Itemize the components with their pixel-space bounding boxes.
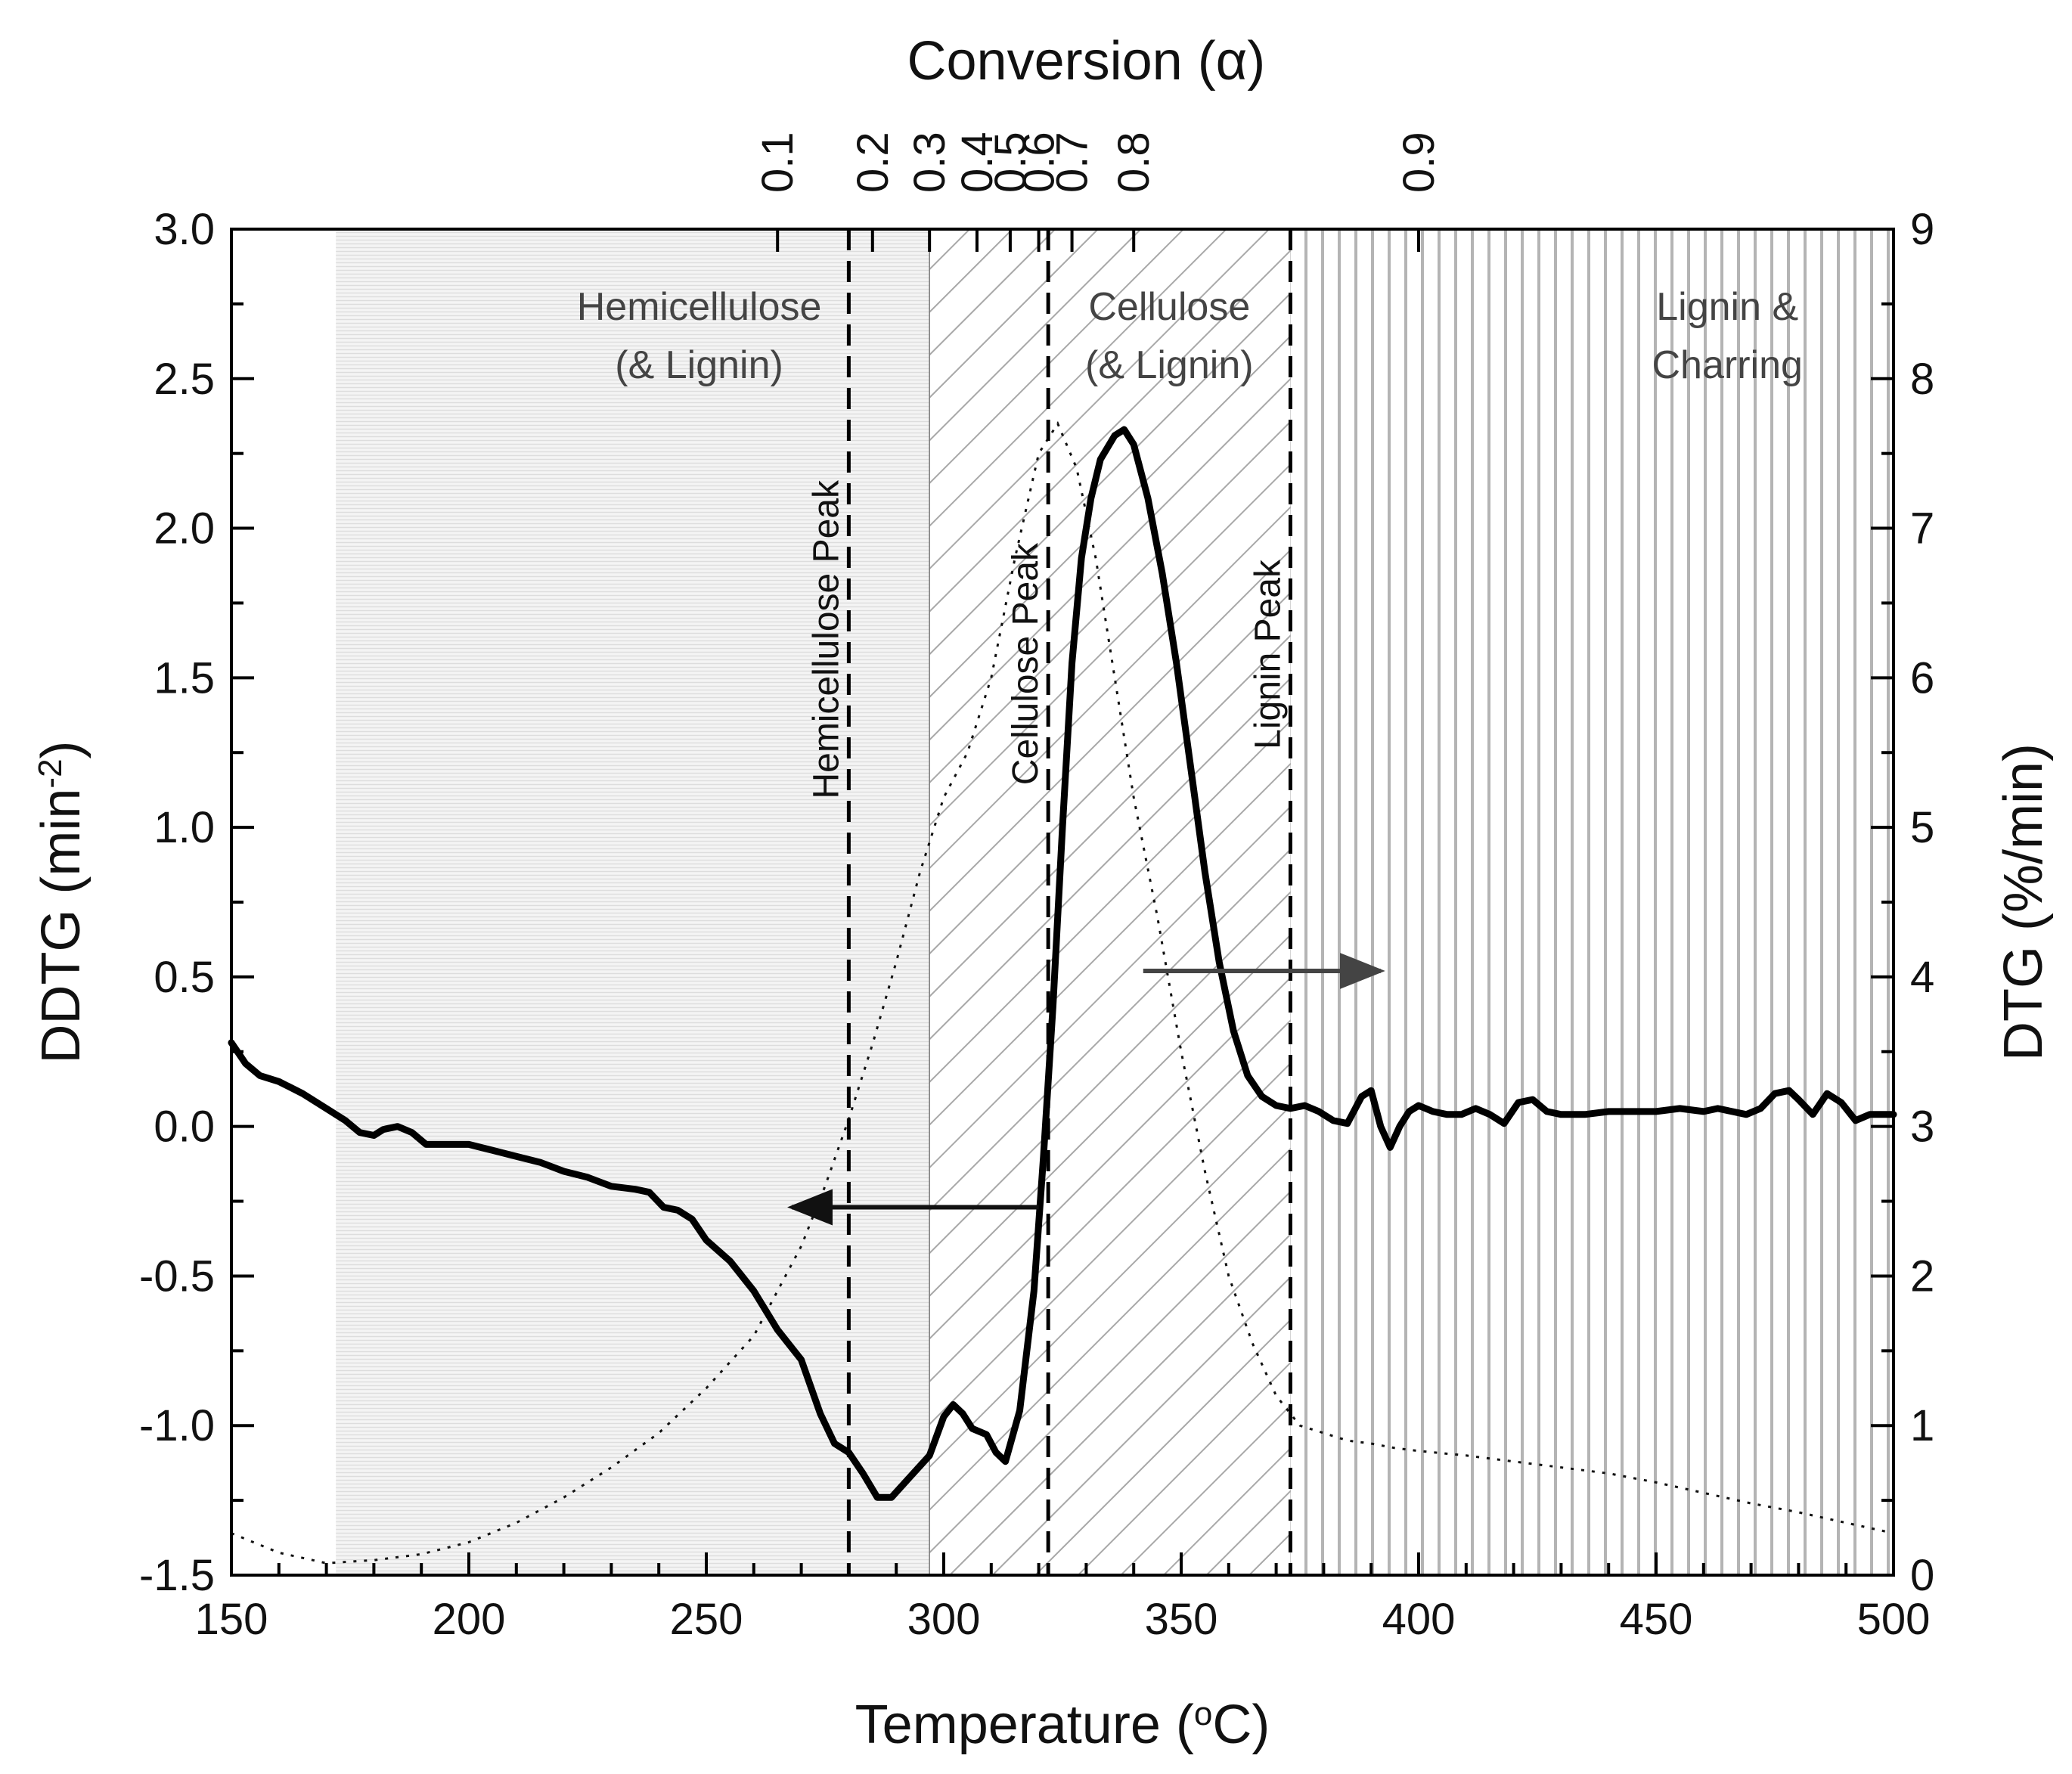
region-label-cellulose-line1: Cellulose xyxy=(1088,285,1250,329)
top-tick-label: 0.4 xyxy=(953,132,1002,193)
y-right-tick-label: 8 xyxy=(1910,355,1934,404)
peak-label-hemicellulose: Hemicellulose Peak xyxy=(806,479,846,799)
top-tick-label: 0.8 xyxy=(1109,132,1159,193)
x-tick-label: 450 xyxy=(1620,1595,1693,1644)
x-tick-label: 500 xyxy=(1857,1595,1931,1644)
y-left-tick-label: 2.0 xyxy=(154,504,215,554)
x-axis-title-main: Temperature ( xyxy=(855,1695,1194,1755)
series-layer xyxy=(228,420,1897,1565)
y-left-tick-label: -1.0 xyxy=(139,1401,215,1450)
region-label-hemicellulose-line2: (& Lignin) xyxy=(615,343,783,387)
x-tick-label: 400 xyxy=(1382,1595,1456,1644)
y-axis-left xyxy=(231,228,254,1577)
x-tick-label: 300 xyxy=(907,1595,981,1644)
y-axis-right xyxy=(1871,228,1894,1577)
x-tick-label: 200 xyxy=(433,1595,506,1644)
x-tick-labels: 150 200 250 300 350 400 450 500 xyxy=(195,1595,1931,1644)
y-right-tick-label: 0 xyxy=(1910,1551,1934,1600)
top-tick-label: 0.7 xyxy=(1048,132,1097,193)
top-tick-labels: 0.1 0.2 0.3 0.4 0.5 0.6 0.7 0.8 0.9 xyxy=(753,132,1444,193)
y-left-tick-label: 0.0 xyxy=(154,1103,215,1152)
y-right-tick-labels: 0 1 2 3 4 5 6 7 8 9 xyxy=(1910,205,1934,1600)
dtg-series-line xyxy=(231,420,1894,1565)
top-tick-label: 0.3 xyxy=(905,132,954,193)
region-label-lignin-line1: Lignin & xyxy=(1656,285,1798,329)
arrows-layer xyxy=(787,952,1385,1226)
x-tick-label: 250 xyxy=(670,1595,743,1644)
y-left-tick-label: 0.5 xyxy=(154,953,215,1002)
region-hemicellulose xyxy=(336,229,930,1575)
y-left-axis-title: DDTG (min-2) xyxy=(31,740,92,1063)
region-label-cellulose-line2: (& Lignin) xyxy=(1085,343,1254,387)
y-left-title-sup: -2 xyxy=(32,758,69,788)
top-tick-label: 0.6 xyxy=(1015,132,1064,193)
y-left-tick-label: -1.5 xyxy=(139,1551,215,1600)
region-label-lignin-line2: Charring xyxy=(1652,343,1802,387)
y-left-tick-label: 1.5 xyxy=(154,653,215,702)
regions-layer xyxy=(336,229,1894,1575)
top-tick-label: 0.5 xyxy=(986,132,1035,193)
top-axis-title: Conversion (α) xyxy=(907,31,1266,91)
peak-label-cellulose: Cellulose Peak xyxy=(1006,542,1046,785)
ddtg-series-line xyxy=(228,426,1897,1501)
top-axis xyxy=(776,229,1420,252)
region-label-hemicellulose-line1: Hemicellulose xyxy=(577,285,822,329)
y-right-tick-label: 6 xyxy=(1910,653,1934,702)
y-left-tick-label: 1.0 xyxy=(154,803,215,852)
y-left-tick-label: 2.5 xyxy=(154,355,215,404)
y-right-tick-label: 7 xyxy=(1910,504,1934,554)
top-tick-label: 0.1 xyxy=(753,132,802,193)
y-left-title-tail: ) xyxy=(31,740,92,758)
x-axis xyxy=(230,1552,1895,1575)
y-right-tick-label: 9 xyxy=(1910,205,1934,254)
y-right-tick-label: 4 xyxy=(1910,953,1934,1002)
y-left-tick-label: -0.5 xyxy=(139,1251,215,1301)
x-tick-label: 350 xyxy=(1145,1595,1218,1644)
x-axis-title-sup: o xyxy=(1194,1695,1212,1732)
region-cellulose xyxy=(929,229,1291,1575)
y-left-title-main: DDTG (min xyxy=(31,789,92,1064)
y-right-axis-title: DTG (%/min) xyxy=(1993,743,2054,1061)
region-labels-layer: Hemicellulose (& Lignin) Cellulose (& Li… xyxy=(577,285,1803,387)
top-tick-label: 0.2 xyxy=(848,132,898,193)
peaks-layer: Hemicellulose Peak Cellulose Peak Lignin… xyxy=(806,229,1292,1575)
peak-label-lignin: Lignin Peak xyxy=(1248,559,1288,749)
y-right-tick-label: 1 xyxy=(1910,1401,1934,1450)
y-right-tick-label: 5 xyxy=(1910,803,1934,852)
top-tick-label: 0.9 xyxy=(1394,132,1444,193)
x-axis-title-tail: C) xyxy=(1212,1695,1270,1755)
x-tick-label: 150 xyxy=(195,1595,268,1644)
x-axis-title: Temperature (oC) xyxy=(855,1695,1270,1755)
y-left-tick-labels: -1.5 -1.0 -0.5 0.0 0.5 1.0 1.5 2.0 2.5 3… xyxy=(139,205,215,1600)
y-left-tick-label: 3.0 xyxy=(154,205,215,254)
y-right-tick-label: 3 xyxy=(1910,1103,1934,1152)
region-lignin xyxy=(1290,229,1894,1575)
y-right-tick-label: 2 xyxy=(1910,1251,1934,1301)
